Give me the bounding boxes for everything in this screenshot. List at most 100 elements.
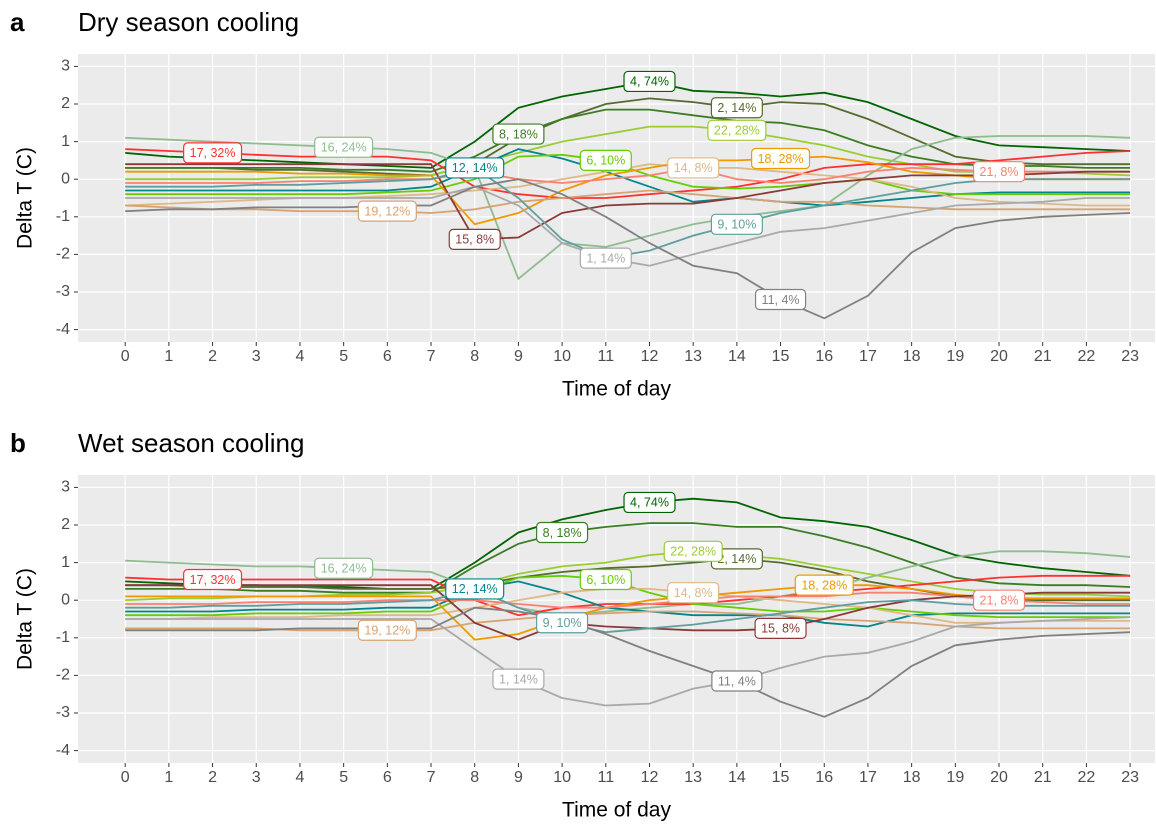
series-line: [125, 148, 1131, 199]
label-text: 8, 18%: [543, 526, 582, 540]
label-box: [183, 142, 243, 164]
series-line: [125, 189, 1131, 214]
label-box: [710, 213, 763, 235]
x-tick-label: 7: [427, 348, 436, 365]
series-line: [125, 108, 1131, 173]
label-text: 1, 14%: [586, 251, 625, 265]
x-axis-label: Time of day: [562, 799, 671, 822]
series-line: [125, 522, 1131, 594]
x-tick-label: 18: [903, 348, 921, 365]
series-line: [125, 125, 1131, 181]
y-tick-label: -3: [56, 283, 70, 300]
x-tick-label: 3: [252, 348, 261, 365]
y-tick-label: -1: [56, 629, 70, 646]
panel-title: Wet season cooling: [78, 428, 304, 458]
label-text: 14, 8%: [674, 586, 713, 600]
label-box: [794, 574, 854, 596]
x-tick-label: 5: [339, 348, 348, 365]
series-label: 11, 4%: [754, 288, 807, 311]
series-labels: 4, 74% 2, 14% 8, 18% 22, 28% 16, 24% 17, 32% 1…: [183, 491, 1026, 692]
label-text: 9, 10%: [543, 616, 582, 630]
panel-label: b: [10, 428, 26, 458]
y-tick-label: 0: [61, 170, 70, 187]
series-label: 4, 74%: [623, 70, 676, 93]
series-line: [125, 610, 1131, 632]
x-tick-label: 15: [772, 348, 790, 365]
label-box: [707, 119, 767, 141]
label-text: 21, 8%: [980, 593, 1019, 607]
x-tick-label: 10: [553, 769, 571, 786]
x-tick-label: 3: [252, 769, 261, 786]
x-tick-label: 8: [470, 769, 479, 786]
label-box: [314, 136, 374, 158]
label-box: [314, 557, 374, 579]
x-tick-label: 8: [470, 348, 479, 365]
series-label: 16, 24%: [314, 136, 374, 158]
series-label: 1, 14%: [579, 247, 632, 269]
x-tick-label: 9: [514, 348, 523, 365]
series-label: 15, 8%: [754, 617, 807, 639]
label-box: [492, 123, 545, 145]
label-box: [710, 97, 763, 119]
x-tick-label: 10: [553, 348, 571, 365]
label-box: [445, 578, 505, 600]
series-label: 21, 8%: [972, 589, 1026, 611]
series-label: 14, 8%: [667, 582, 720, 604]
x-tick-label: 1: [164, 769, 173, 786]
series-label: 12, 14%: [445, 578, 505, 600]
series-label: 2, 14%: [710, 97, 763, 119]
label-text: 16, 24%: [321, 141, 367, 155]
x-tick-label: 4: [296, 769, 305, 786]
label-box: [579, 568, 632, 591]
x-tick-label: 15: [772, 769, 790, 786]
series-lines: [125, 497, 1131, 718]
x-tick-label: 21: [1034, 348, 1052, 365]
y-tick-label: -3: [56, 704, 70, 721]
series-line: [125, 135, 1131, 281]
x-tick-label: 11: [597, 348, 614, 365]
label-text: 14, 8%: [674, 161, 713, 175]
label-text: 4, 74%: [630, 496, 669, 510]
label-text: 11, 4%: [762, 293, 800, 307]
x-tick-label: 2: [208, 348, 217, 365]
y-tick-label: 1: [61, 554, 70, 571]
label-box: [754, 617, 807, 639]
x-tick-label: 20: [990, 348, 1008, 365]
x-tick-label: 17: [859, 348, 877, 365]
x-tick-label: 5: [339, 769, 348, 786]
series-label: 22, 28%: [707, 119, 767, 141]
label-text: 22, 28%: [714, 124, 760, 138]
series-label: 4, 74%: [623, 491, 676, 514]
x-tick-label: 19: [946, 348, 964, 365]
label-text: 19, 12%: [364, 624, 410, 638]
series-label: 15, 8%: [448, 228, 501, 250]
label-text: 2, 14%: [717, 552, 756, 566]
label-box: [492, 668, 545, 690]
label-text: 22, 28%: [670, 545, 716, 559]
y-tick-label: 0: [61, 591, 70, 608]
y-tick-label: -2: [56, 667, 70, 684]
label-box: [667, 582, 720, 604]
label-text: 15, 8%: [761, 622, 800, 636]
label-box: [663, 540, 723, 562]
y-tick-label: -2: [56, 246, 70, 263]
label-text: 12, 14%: [452, 582, 498, 596]
x-tick-label: 16: [815, 348, 833, 365]
y-tick-label: -1: [56, 208, 70, 225]
x-tick-label: 14: [728, 769, 746, 786]
label-text: 21, 8%: [980, 165, 1019, 179]
x-tick-label: 1: [164, 348, 173, 365]
label-text: 2, 14%: [717, 101, 756, 115]
y-tick-label: 3: [61, 479, 70, 496]
y-tick-label: 3: [61, 58, 70, 75]
y-axis-label: Delta T (C): [14, 568, 37, 670]
x-tick-label: 9: [514, 769, 523, 786]
label-box: [579, 149, 632, 172]
y-axis-label: Delta T (C): [14, 147, 37, 249]
x-tick-label: 19: [946, 769, 964, 786]
x-tick-label: 13: [684, 348, 702, 365]
label-box: [667, 157, 720, 179]
series-label: 17, 32%: [183, 142, 243, 164]
x-tick-label: 2: [208, 769, 217, 786]
